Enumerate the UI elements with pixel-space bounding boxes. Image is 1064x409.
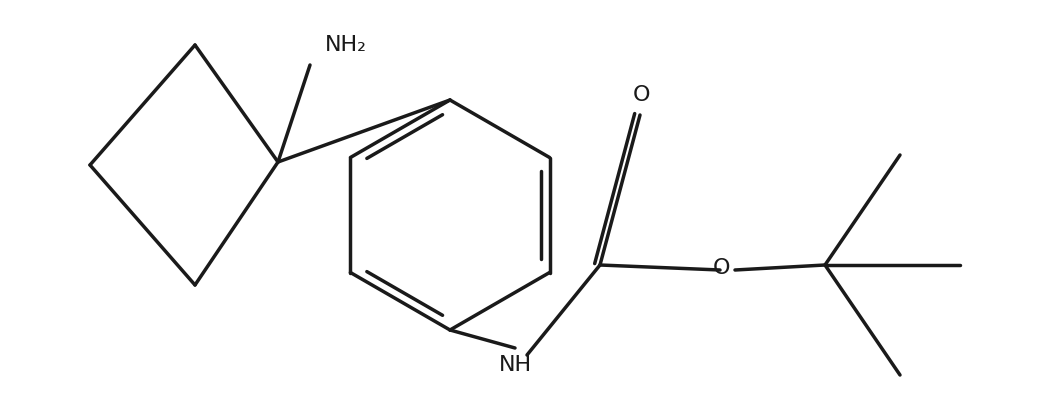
Text: O: O bbox=[633, 85, 651, 105]
Text: NH₂: NH₂ bbox=[325, 35, 367, 55]
Text: NH: NH bbox=[498, 355, 532, 375]
Text: O: O bbox=[713, 258, 731, 278]
